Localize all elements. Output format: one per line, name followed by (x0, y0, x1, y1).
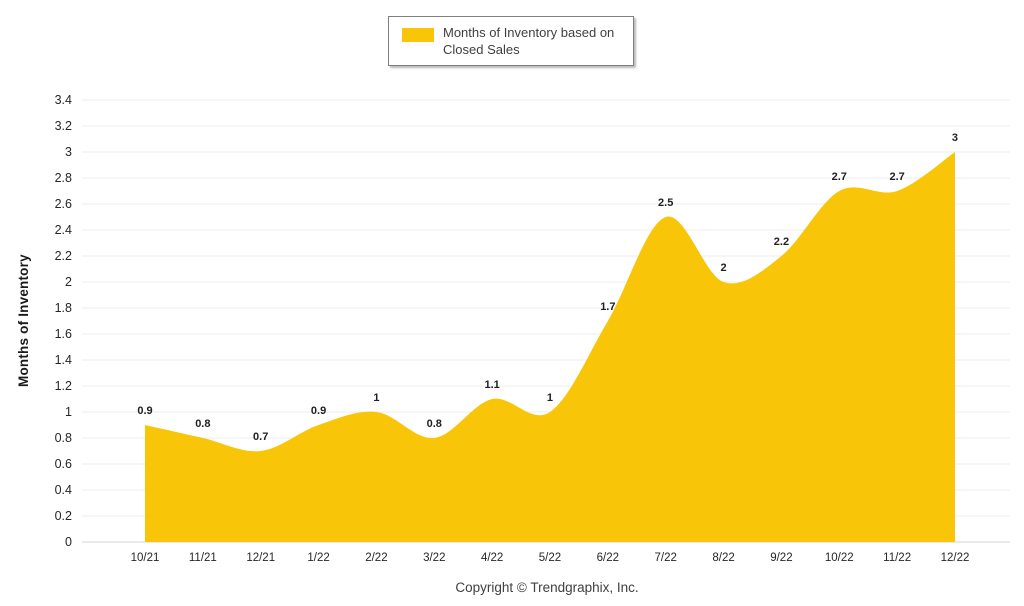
inventory-area-series (145, 152, 955, 542)
data-point-label: 1.7 (600, 301, 616, 313)
x-tick-label: 5/22 (538, 552, 562, 564)
data-point-label: 2.7 (889, 171, 905, 183)
x-tick-label: 10/21 (130, 552, 160, 564)
data-point-label: 2.5 (658, 197, 674, 209)
legend-label: Months of Inventory based on Closed Sale… (443, 25, 615, 57)
data-point-label: 0.8 (195, 418, 211, 430)
data-point-label: 1 (546, 392, 554, 404)
data-point-label: 2.7 (831, 171, 847, 183)
y-tick-label: 2.8 (54, 171, 72, 185)
y-tick-label: 1 (65, 405, 72, 419)
y-tick-label: 2.2 (54, 249, 72, 263)
y-tick-label: 3.2 (54, 119, 72, 133)
x-tick-label: 4/22 (480, 552, 504, 564)
y-tick-label: 0.8 (54, 431, 72, 445)
data-point-label: 2.2 (773, 236, 790, 248)
x-tick-label: 10/22 (824, 552, 854, 564)
x-tick-label: 9/22 (770, 552, 793, 564)
y-tick-label: 0 (65, 535, 72, 549)
x-tick-label: 12/22 (940, 552, 970, 564)
y-tick-label: 2 (65, 275, 72, 289)
y-tick-label: 2.4 (54, 223, 72, 237)
y-tick-label: 3 (65, 145, 72, 159)
data-point-label: 0.8 (426, 418, 442, 430)
x-tick-label: 12/21 (246, 552, 276, 564)
data-point-label: 0.9 (310, 405, 327, 417)
data-point-label: 3 (951, 132, 959, 144)
data-point-label: 1 (373, 392, 380, 404)
y-tick-label: 1.4 (54, 353, 72, 367)
x-tick-label: 6/22 (596, 552, 620, 564)
legend: Months of Inventory based on Closed Sale… (388, 16, 634, 66)
x-tick-label: 7/22 (654, 552, 677, 564)
x-tick-label: 1/22 (307, 552, 330, 564)
y-tick-label: 0.2 (54, 509, 72, 523)
data-point-label: 0.7 (253, 431, 269, 443)
copyright-text: Copyright © Trendgraphix, Inc. (455, 580, 639, 595)
y-tick-label: 1.8 (54, 301, 72, 315)
x-tick-label: 8/22 (712, 552, 735, 564)
y-tick-label: 1.6 (54, 327, 72, 341)
y-tick-label: 3.4 (54, 93, 72, 107)
data-point-label: 2 (720, 262, 727, 274)
area-chart-plot (82, 99, 1010, 543)
legend-yellow-swatch-icon (402, 28, 434, 42)
x-tick-label: 3/22 (423, 552, 446, 564)
data-point-label: 1.1 (484, 379, 500, 391)
x-tick-label: 11/22 (883, 552, 912, 564)
y-tick-label: 0.4 (54, 483, 72, 497)
y-tick-label: 1.2 (54, 379, 72, 393)
y-tick-label: 2.6 (54, 197, 72, 211)
x-tick-label: 2/22 (365, 552, 388, 564)
y-tick-label: 0.6 (54, 457, 72, 471)
data-point-label: 0.9 (137, 405, 153, 417)
x-tick-label: 11/21 (188, 552, 217, 564)
